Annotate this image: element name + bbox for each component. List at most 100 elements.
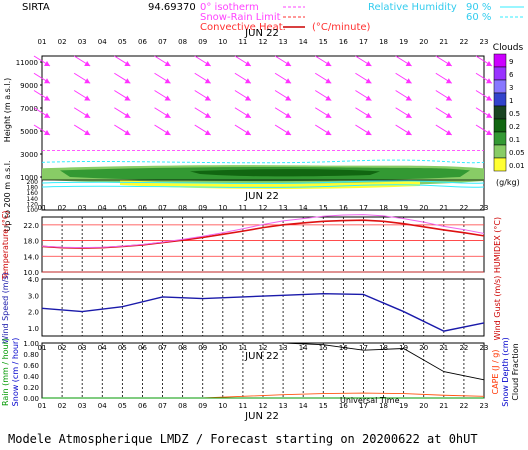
wind-arrow-icon: [395, 107, 412, 119]
precipitation-panel: JUN 22 JUN 22 01 02 03 04 05 06 07 08 09 10 11 12 13 14…: [1, 337, 520, 422]
cloud-top-tick-label: 14: [299, 38, 308, 46]
wind-arrow-head: [164, 130, 171, 135]
wind-tick-label: 1.0: [28, 325, 39, 333]
wind-arrow-icon: [274, 107, 292, 119]
precip-bottom-tick-label: 20: [419, 402, 428, 410]
colorbar-level-label: 0.5: [509, 110, 520, 118]
wind-arrow-head: [486, 78, 492, 84]
precip-tick-label: 0.00: [23, 395, 39, 403]
precip-bottom-tick-label: 02: [58, 402, 67, 410]
wind-arrow-icon: [475, 124, 493, 136]
wind-arrow-icon: [355, 124, 372, 136]
temperature-axis-title: Temperature (°C): [1, 210, 10, 280]
temperature-tick-label: 23: [480, 204, 489, 212]
wind-arrow-head: [365, 61, 372, 66]
wind-arrow-head: [204, 112, 211, 118]
temperature-tick-label: 18.0: [23, 238, 39, 246]
height-tick-label: 7000: [20, 105, 38, 113]
cloud-colorbar: Clouds 9 6 3 1 0.5 0.2 0.1 0.05 0.01 (g/kg): [493, 43, 525, 187]
wind-arrow-icon: [435, 55, 453, 67]
precip-bottom-tick-label: 10: [218, 402, 227, 410]
precip-bottom-tick-label: 06: [138, 402, 147, 410]
colorbar-swatch: [493, 144, 507, 159]
wind-arrow-head: [486, 130, 492, 135]
temperature-tick-label: 09: [198, 204, 207, 212]
wind-arrow-head: [285, 130, 292, 135]
precip-bottom-tick-label: 09: [198, 402, 207, 410]
wind-axis-title: Wind Speed (m/s): [1, 272, 10, 343]
wind-arrow-icon: [315, 107, 332, 119]
precip-bottom-tick-label: 18: [379, 402, 388, 410]
wind-arrow-head: [164, 61, 171, 66]
low-height-tick-label: 160: [27, 190, 39, 197]
wind-arrow-icon: [274, 124, 292, 136]
colorbar-swatch: [493, 131, 507, 146]
wind-arrow-icon: [154, 107, 171, 119]
wind-arrow-head: [44, 61, 50, 66]
wind-arrow-head: [405, 95, 412, 101]
wind-arrow-icon: [194, 90, 211, 101]
wind-arrow-head: [84, 130, 91, 135]
precip-bottom-tick-label: 13: [279, 402, 288, 410]
wind-arrow-icon: [355, 72, 372, 84]
temperature-panel: JUN 22 01 02 03 04 05 06 07 08 09 10 11 12 13 14 15 16 17…: [1, 191, 502, 281]
wind-arrow-head: [204, 78, 211, 84]
colorbar-level-label: 9: [509, 58, 513, 66]
colorbar-unit: (g/kg): [496, 178, 520, 187]
precip-tick-label: 1.00: [23, 340, 39, 348]
station-name: SIRTA: [22, 2, 50, 13]
wind-arrow-head: [445, 95, 452, 101]
wind-arrow-icon: [73, 72, 91, 84]
wind-arrow-icon: [475, 55, 493, 67]
colorbar-level-label: 0.2: [509, 123, 520, 131]
wind-arrow-icon: [234, 55, 252, 67]
cape-line: [42, 392, 485, 399]
temperature-tick-label: 13: [279, 204, 288, 212]
wind-arrow-head: [445, 130, 452, 135]
cloud-top-tick-label: 01: [38, 38, 47, 46]
wind-arrow-head: [164, 112, 171, 118]
height-tick-label: 5000: [20, 128, 38, 136]
wind-arrow-head: [486, 95, 492, 101]
temperature-tick-label: 05: [118, 204, 127, 212]
wind-arrow-head: [365, 130, 372, 135]
precip-tick-label: 0.80: [23, 351, 39, 359]
wind-arrow-head: [244, 95, 251, 101]
colorbar-swatch: [493, 157, 507, 172]
wind-arrow-icon: [194, 107, 211, 119]
colorbar-level-label: 6: [509, 71, 514, 79]
colorbar-level-label: 0.05: [509, 149, 525, 157]
colorbar-level-label: 0.1: [509, 136, 520, 144]
cloud-top-tick-label: 21: [439, 38, 448, 46]
wind-arrow-icon: [435, 90, 453, 101]
cloud-top-tick-label: 17: [359, 38, 368, 46]
wind-arrow-icon: [73, 90, 91, 101]
precip-tick-label: 0.20: [23, 384, 39, 392]
precip-date-label: JUN 22: [244, 351, 279, 362]
temperature-tick-label: 14.0: [23, 253, 39, 261]
wind-arrow-head: [124, 95, 131, 101]
cloud-top-tick-label: 20: [419, 38, 428, 46]
cape-axis-title: CAPE (J / g): [491, 350, 500, 395]
temperature-tick-label: 02: [58, 204, 67, 212]
colorbar-swatch: [493, 118, 507, 133]
cloud-top-tick-label: 09: [198, 38, 207, 46]
wind-arrow-icon: [114, 124, 131, 136]
height-axis-title: Height (m a.s.l.): [3, 78, 12, 143]
temperature-date-label: JUN 22: [244, 191, 279, 202]
wind-arrow-head: [84, 112, 91, 118]
wind-arrow-head: [124, 112, 131, 118]
wind-arrow-head: [44, 78, 50, 84]
wind-arrow-icon: [355, 90, 372, 101]
temperature-tick-label: 21: [439, 204, 448, 212]
cloud-panel-frame: [41, 55, 485, 211]
wind-arrow-head: [44, 95, 50, 101]
rain-axis-title: Rain (mm / hour): [1, 338, 10, 406]
wind-arrow-head: [445, 112, 452, 118]
legend-rh-60: 60 %: [466, 12, 491, 23]
wind-arrow-icon: [315, 55, 332, 67]
snow-axis-title: Snow (cm / hour): [11, 338, 20, 407]
precip-tick-label: 0.40: [23, 373, 39, 381]
wind-arrow-head: [44, 130, 50, 135]
colorbar-swatch: [493, 105, 507, 120]
